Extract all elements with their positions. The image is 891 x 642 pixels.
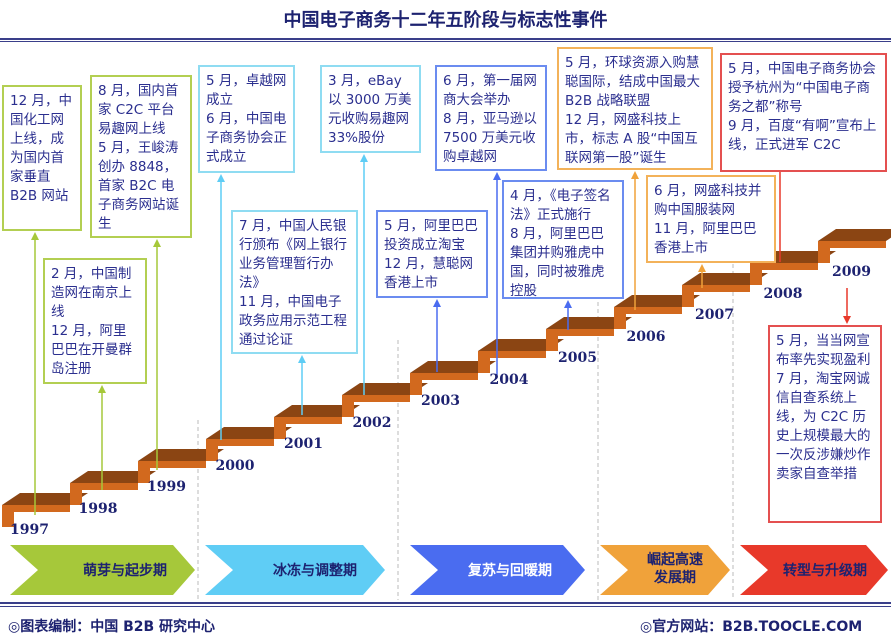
phase-label-1: 萌芽与起步期	[83, 563, 167, 579]
event-box-2005: 4 月，《电子签名法》正式施行 8 月，阿里巴巴集团并购雅虎中国，同时被雅虎控股	[502, 180, 624, 299]
footer-website: ◎官方网站：B2B.TOOCLE.COM	[640, 619, 863, 635]
phase-label-2: 冰冻与调整期	[273, 563, 357, 579]
event-box-2009: 5 月，当当网宣布率先实现盈利 7 月，淘宝网诚信自查系统上线，为 C2C 历史…	[768, 325, 882, 523]
event-box-2004: 6 月，第一届网商大会举办 8 月，亚马逊以 7500 万美元收购卓越网	[435, 65, 547, 171]
phase-label-5: 转型与升级期	[783, 563, 867, 579]
event-box-2006: 5 月，环球资源入购慧聪国际，结成中国最大 B2B 战略联盟 12 月，网盛科技…	[557, 47, 713, 170]
step-front	[206, 439, 274, 446]
step-front	[342, 395, 410, 402]
arrow-up-icon	[98, 385, 106, 393]
year-label-1997: 1997	[10, 522, 49, 538]
phase-label-3: 复苏与回暖期	[468, 563, 552, 579]
step-top	[410, 361, 496, 373]
year-label-2005: 2005	[558, 350, 597, 366]
arrow-up-icon	[493, 172, 501, 180]
arrow-up-icon	[564, 300, 572, 308]
event-box-2007: 6 月，网盛科技并购中国服装网 11 月，阿里巴巴香港上市	[646, 175, 776, 263]
step-top	[478, 339, 564, 351]
arrow-up-icon	[360, 154, 368, 162]
phase-chevron-1	[10, 545, 195, 595]
event-box-2002: 3 月，eBay 以 3000 万美元收购易趣网 33%股份	[320, 65, 421, 153]
phase-chevron-5	[740, 545, 888, 595]
event-box-2003: 5 月，阿里巴巴投资成立淘宝 12 月，慧聪网香港上市	[376, 210, 488, 298]
step-front	[478, 351, 546, 358]
year-label-1999: 1999	[147, 479, 186, 495]
year-label-2009: 2009	[832, 264, 871, 280]
arrow-up-icon	[217, 174, 225, 182]
year-label-2007: 2007	[695, 307, 734, 323]
year-label-2001: 2001	[284, 436, 323, 452]
step-front	[614, 307, 682, 314]
event-box-1997: 12 月，中国化工网上线，成为国内首家垂直 B2B 网站	[2, 85, 82, 231]
phase-chevron-3	[410, 545, 585, 595]
footer-rule-thin	[0, 606, 891, 607]
footer-rule	[0, 602, 891, 604]
footer-source: ◎图表编制：中国 B2B 研究中心	[8, 619, 216, 635]
step-front	[682, 285, 750, 292]
event-box-1998: 2 月，中国制造网在南京上线 12 月，阿里巴巴在开曼群岛注册	[43, 258, 147, 384]
phase-chevron-2	[205, 545, 385, 595]
step-front	[138, 461, 206, 468]
event-box-2001: 7 月，中国人民银行颁布《网上银行业务管理暂行办法》 11 月，中国电子政务应用…	[231, 210, 358, 354]
arrow-up-icon	[298, 355, 306, 363]
step-top	[138, 449, 224, 461]
arrow-up-icon	[31, 232, 39, 240]
event-box-1999: 8 月，国内首家 C2C 平台易趣网上线 5 月，王峻涛创办 8848，首家 B…	[90, 75, 192, 238]
arrow-up-icon	[631, 171, 639, 179]
step-top	[818, 229, 891, 241]
year-label-2006: 2006	[626, 328, 666, 345]
year-label-1998: 1998	[78, 500, 118, 517]
step-front	[750, 263, 818, 270]
step-top	[274, 405, 360, 417]
step-top	[682, 273, 768, 285]
arrow-up-icon	[698, 264, 706, 272]
step-front	[546, 329, 614, 336]
step-top	[70, 471, 156, 483]
event-box-2000: 5 月，卓越网成立 6 月，中国电子商务协会正式成立	[198, 65, 295, 173]
step-top	[2, 493, 88, 505]
phase-label-4: 崛起高速 发展期	[647, 552, 703, 586]
arrow-down-icon	[843, 316, 851, 324]
arrow-up-icon	[153, 239, 161, 247]
step-front	[410, 373, 478, 380]
step-top	[206, 427, 292, 439]
year-label-2003: 2003	[421, 393, 460, 409]
step-front	[2, 505, 70, 512]
arrow-up-icon	[433, 299, 441, 307]
title-rule	[0, 38, 891, 40]
year-label-2008: 2008	[763, 285, 803, 302]
step-front	[274, 417, 342, 424]
phase-chevron-4	[600, 545, 730, 595]
step-front	[818, 241, 886, 248]
page-title: 中国电子商务十二年五阶段与标志性事件	[283, 10, 608, 31]
year-label-2004: 2004	[489, 371, 529, 388]
year-label-2000: 2000	[215, 457, 255, 474]
event-box-2008: 5 月，中国电子商务协会授予杭州为“中国电子商务之都”称号 9 月，百度“有啊”…	[720, 53, 887, 172]
title-rule-thin	[0, 41, 891, 42]
year-label-2002: 2002	[352, 414, 392, 431]
step-front	[70, 483, 138, 490]
